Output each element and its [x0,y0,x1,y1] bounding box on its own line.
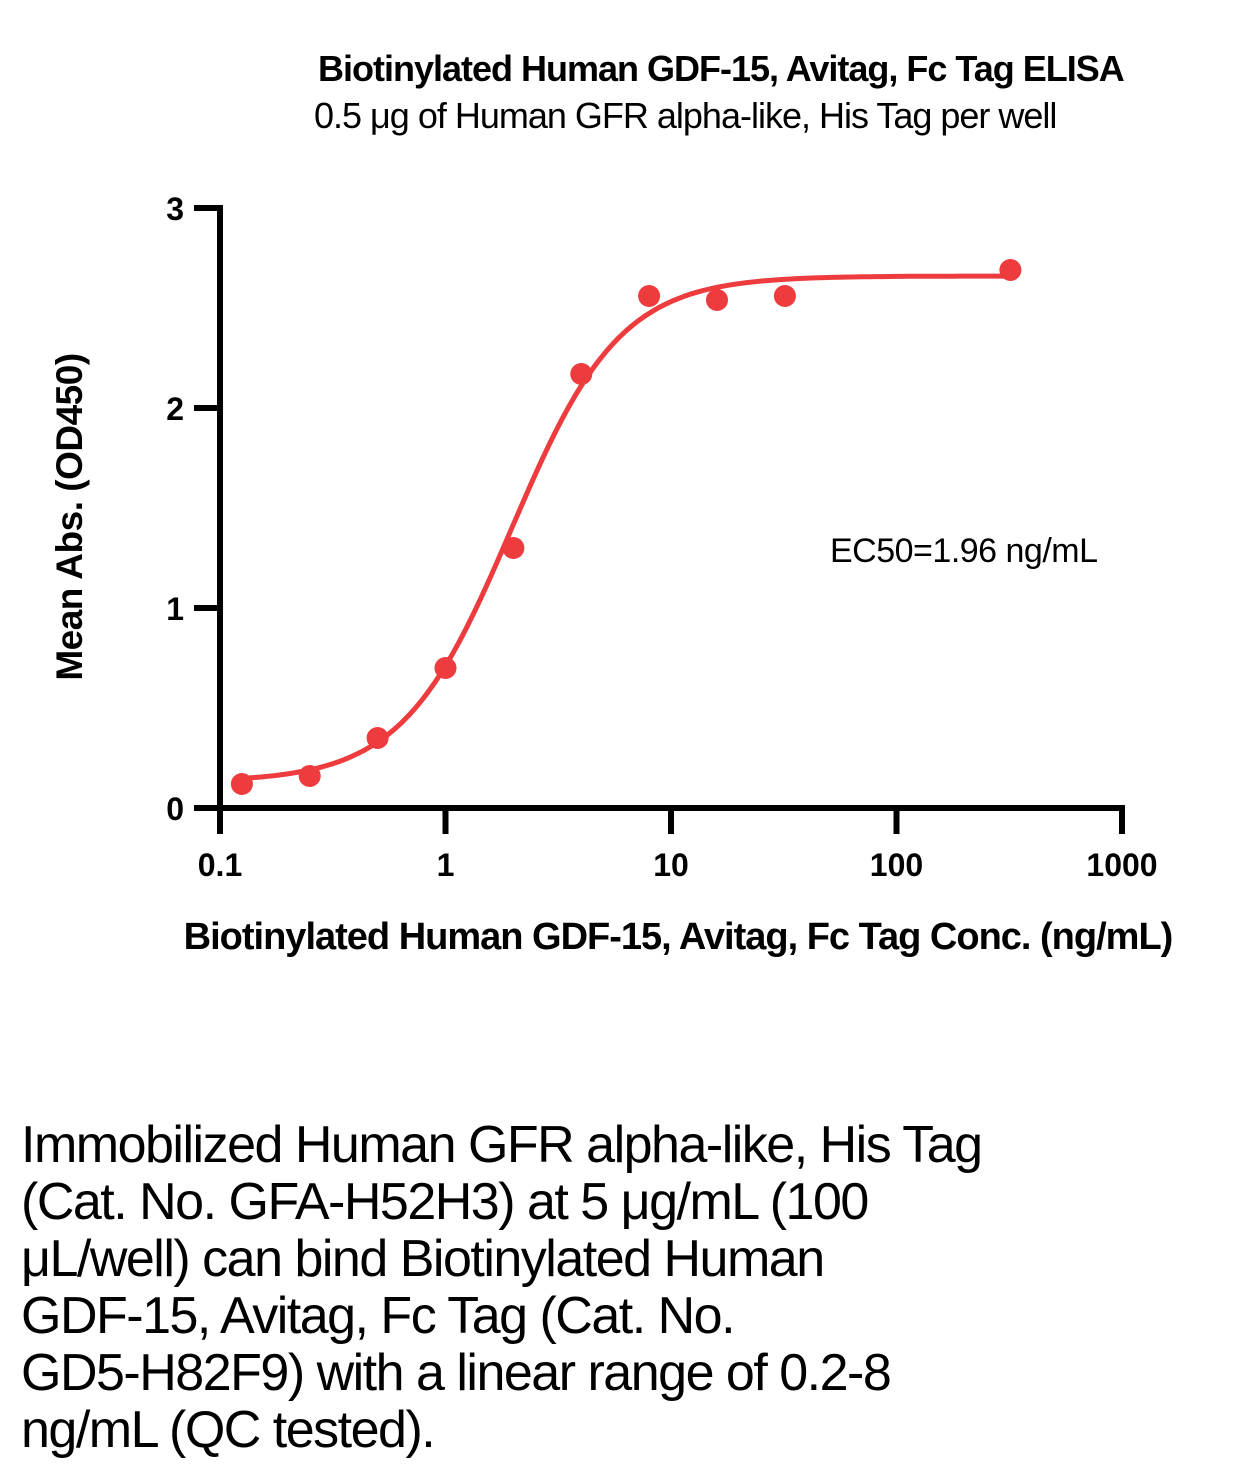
data-point [570,363,593,385]
data-point [230,773,253,795]
chart-subtitle: 0.5 μg of Human GFR alpha-like, His Tag … [314,95,1057,136]
y-tick-label: 2 [166,391,184,427]
data-point [999,259,1022,281]
x-axis-label: Biotinylated Human GDF-15, Avitag, Fc Ta… [183,916,1174,958]
data-point [502,537,525,559]
y-tick-label: 3 [166,191,184,227]
x-tick-label: 1000 [1086,847,1157,883]
description-line: ng/mL (QC tested). [21,1401,436,1459]
dose-response-chart: 0 1 2 3 0.1 1 10 100 1000 [166,191,1157,883]
x-tick-label: 100 [870,847,923,883]
data-points [230,259,1022,795]
axis-ticks [194,205,1125,834]
axis-tick-labels: 0 1 2 3 0.1 1 10 100 1000 [166,191,1157,883]
data-point [706,289,728,311]
data-point [773,285,796,307]
x-tick-label: 10 [653,847,689,883]
fit-curve [239,273,1013,781]
description-line: Immobilized Human GFR alpha-like, His Ta… [21,1116,983,1174]
data-point [366,727,389,749]
description-line: GDF-15, Avitag, Fc Tag (Cat. No. [21,1287,736,1345]
description-line: μL/well) can bind Biotinylated Human [21,1230,825,1288]
data-point [434,657,457,679]
description-line: GD5-H82F9) with a linear range of 0.2-8 [21,1344,892,1402]
description-line: (Cat. No. GFA-H52H3) at 5 μg/mL (100 [21,1173,869,1231]
chart-title: Biotinylated Human GDF-15, Avitag, Fc Ta… [318,48,1125,89]
y-tick-label: 1 [166,591,184,627]
x-tick-label: 1 [437,847,455,883]
axes [217,205,1125,811]
y-tick-label: 0 [166,791,184,827]
data-point [298,765,321,787]
data-point [638,285,661,307]
x-tick-label: 0.1 [198,847,242,883]
ec50-annotation: EC50=1.96 ng/mL [830,532,1098,570]
fit-curve-group [239,273,1013,781]
figure-description: Immobilized Human GFR alpha-like, His Ta… [21,1116,983,1459]
